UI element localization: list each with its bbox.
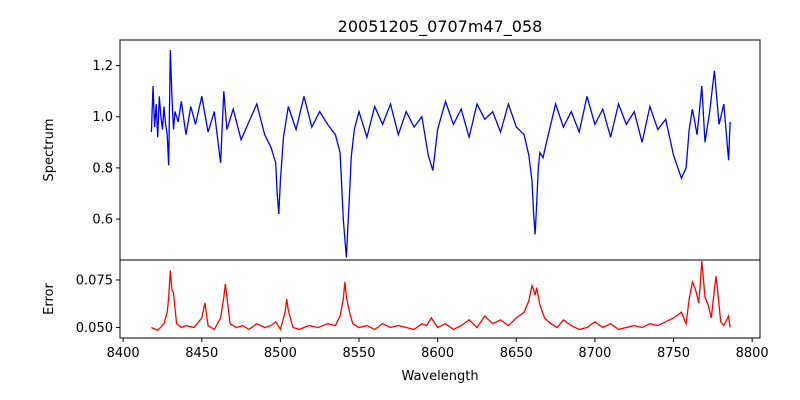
error-y-tick-label: 0.050	[76, 321, 113, 336]
spectrum-y-tick-label: 0.8	[92, 161, 113, 176]
x-tick-label: 8650	[500, 346, 533, 361]
x-axis-ticks: 8400 8450 8500 8550 8600 8650 8700 8750 8800	[107, 338, 769, 361]
spectrum-y-tick-label: 1.2	[92, 59, 113, 74]
x-tick-label: 8800	[736, 346, 769, 361]
x-tick-label: 8750	[657, 346, 690, 361]
error-y-tick-label: 0.075	[76, 273, 113, 288]
x-tick-label: 8600	[421, 346, 454, 361]
x-tick-label: 8550	[342, 346, 375, 361]
error-y-axis-title: Error	[42, 283, 57, 315]
x-tick-label: 8450	[185, 346, 218, 361]
error-series-line	[151, 260, 731, 332]
spectrum-panel: 0.6 0.8 1.0 1.2 Spectrum	[42, 39, 761, 261]
x-axis-title: Wavelength	[401, 369, 478, 384]
x-tick-label: 8700	[578, 346, 611, 361]
spectrum-y-ticks: 0.6 0.8 1.0 1.2	[92, 59, 120, 228]
spectrum-y-axis-title: Spectrum	[42, 119, 57, 182]
spectrum-y-tick-label: 0.6	[92, 213, 113, 228]
error-y-ticks: 0.050 0.075	[76, 273, 120, 336]
spectrum-series-line	[150, 50, 731, 258]
chart-title: 20051205_0707m47_058	[338, 17, 543, 37]
error-panel: 0.050 0.075 Error	[42, 259, 761, 339]
spectrum-plot-area	[119, 39, 761, 261]
x-tick-label: 8500	[264, 346, 297, 361]
x-tick-label: 8400	[107, 346, 140, 361]
spectrum-y-tick-label: 1.0	[92, 110, 113, 125]
